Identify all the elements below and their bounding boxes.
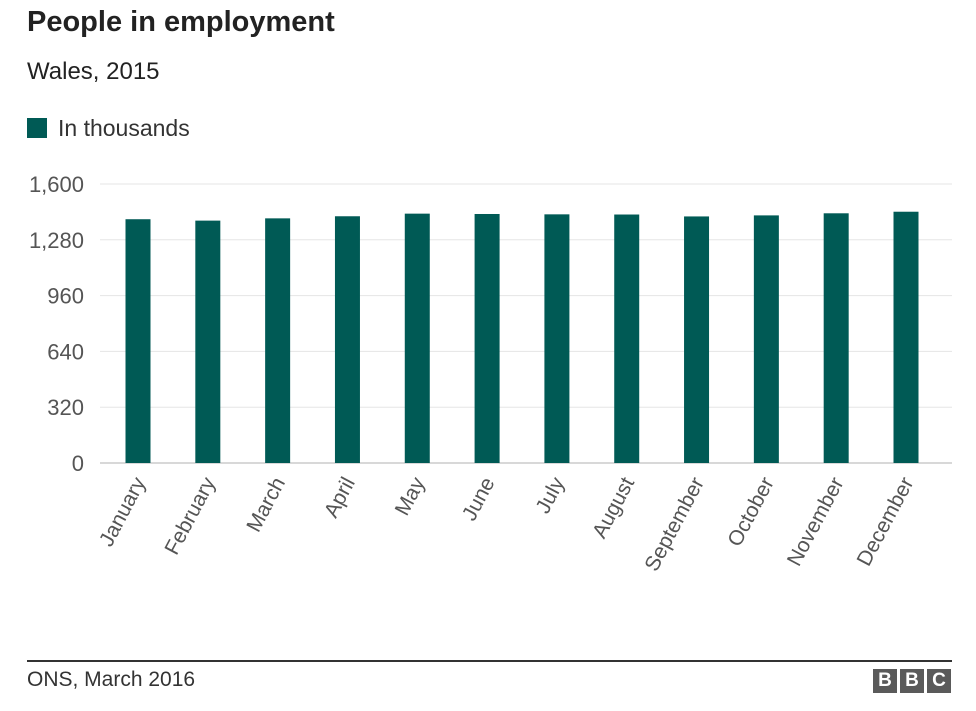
bar-march <box>265 218 291 463</box>
x-tick-label: February <box>160 473 220 558</box>
x-tick-label: March <box>242 474 290 536</box>
x-tick-label: July <box>531 473 569 517</box>
x-tick-label: December <box>853 474 919 570</box>
bar-may <box>404 213 430 463</box>
x-tick-label: April <box>320 474 360 522</box>
source-note: ONS, March 2016 <box>27 668 196 691</box>
x-tick-label: September <box>640 474 709 576</box>
chart-title: People in employment <box>27 6 335 38</box>
bbc-logo-letter: C <box>927 669 951 693</box>
y-tick-label: 640 <box>47 339 84 364</box>
legend: In thousands <box>27 114 190 141</box>
bar-chart: 0 320 640 960 1,280 1,600 January February Marc… <box>29 172 952 575</box>
bar-december <box>893 211 919 463</box>
x-tick-label: August <box>588 473 639 542</box>
x-tick-label: May <box>391 473 430 519</box>
legend-swatch <box>27 118 47 138</box>
bars <box>125 211 919 463</box>
x-tick-label: June <box>458 474 500 525</box>
y-tick-label: 0 <box>72 451 84 476</box>
bar-june <box>474 213 500 463</box>
bar-january <box>125 219 151 463</box>
bbc-logo-letter: B <box>873 669 897 693</box>
y-axis-ticks: 0 320 640 960 1,280 1,600 <box>29 172 84 476</box>
y-tick-label: 320 <box>47 395 84 420</box>
bar-october <box>753 215 779 463</box>
bar-august <box>614 214 640 463</box>
bar-april <box>334 216 360 463</box>
gridlines <box>100 183 952 464</box>
y-tick-label: 960 <box>47 284 84 309</box>
x-tick-label: October <box>723 474 778 551</box>
y-tick-label: 1,280 <box>29 228 84 253</box>
chart-subtitle: Wales, 2015 <box>27 58 160 85</box>
bbc-logo-letter: B <box>900 669 924 693</box>
y-tick-label: 1,600 <box>29 172 84 197</box>
bar-september <box>684 216 710 463</box>
legend-label: In thousands <box>58 114 190 141</box>
x-axis-ticks: January February March April May June July Augu… <box>95 473 918 575</box>
x-tick-label: January <box>95 473 151 550</box>
bar-november <box>823 213 849 463</box>
bar-february <box>195 220 221 463</box>
bar-july <box>544 214 570 463</box>
footer-divider <box>27 660 952 662</box>
bbc-logo: B B C <box>873 669 951 693</box>
x-tick-label: November <box>783 474 849 570</box>
